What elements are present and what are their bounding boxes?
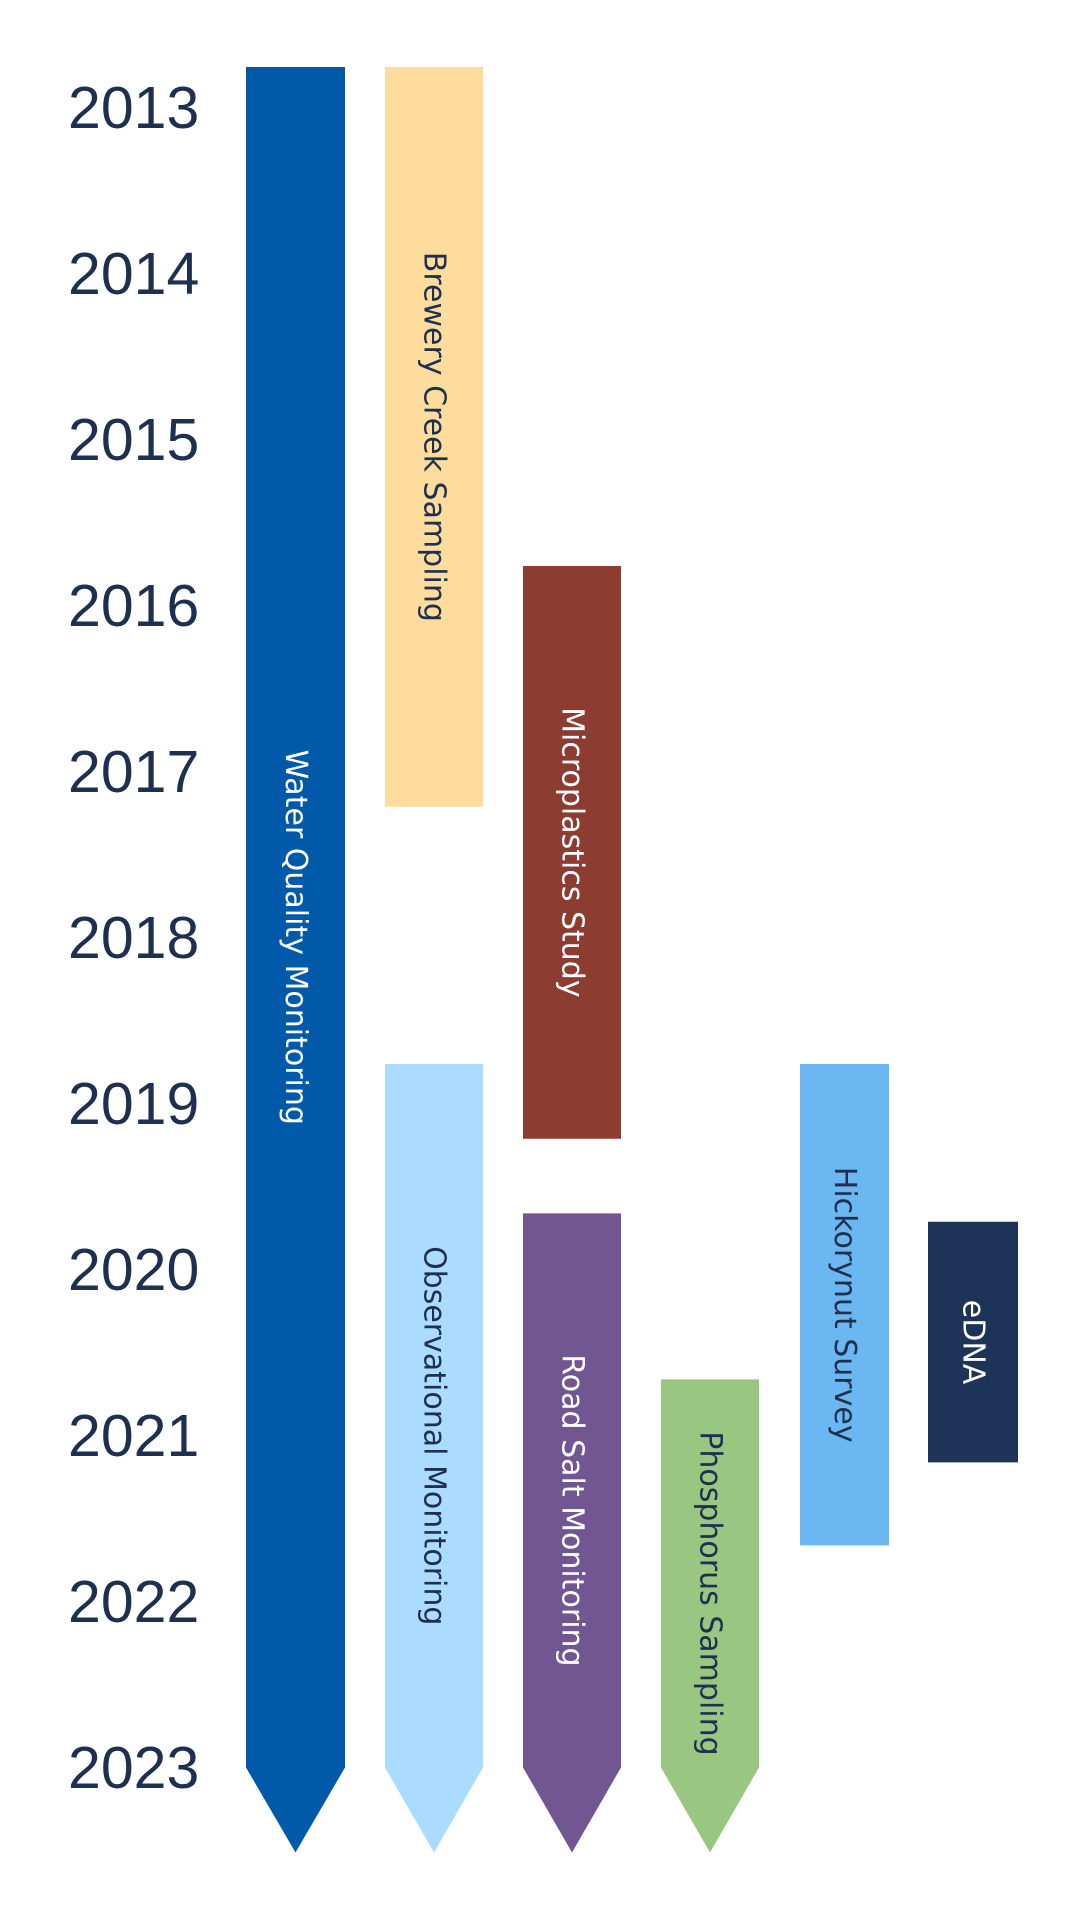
- project-bar-shape: [661, 1379, 759, 1853]
- year-label: 2018: [68, 905, 199, 971]
- year-label: 2023: [68, 1735, 199, 1801]
- project-bar-phosphorus-sampling: Phosphorus Sampling: [661, 1379, 759, 1853]
- project-label: Observational Monitoring: [417, 1246, 452, 1625]
- year-label: 2013: [68, 75, 199, 141]
- project-label: eDNA: [956, 1300, 991, 1385]
- project-bar-shape: [523, 566, 621, 1139]
- project-bar-brewery-creek-sampling: Brewery Creek Sampling: [385, 67, 483, 807]
- year-label: 2022: [68, 1569, 199, 1635]
- year-label: 2016: [68, 573, 199, 639]
- project-bar-microplastics-study: Microplastics Study: [523, 566, 621, 1139]
- project-bar-road-salt-monitoring: Road Salt Monitoring: [523, 1213, 621, 1853]
- project-bar-water-quality-monitoring: Water Quality Monitoring: [246, 67, 345, 1853]
- project-label: Phosphorus Sampling: [693, 1431, 728, 1755]
- year-label: 2015: [68, 407, 199, 473]
- year-label: 2014: [68, 241, 199, 307]
- project-label: Microplastics Study: [555, 707, 590, 998]
- project-bar-shape: [385, 1064, 483, 1853]
- project-bar-shape: [800, 1064, 889, 1546]
- project-bars: Water Quality Monitoring Brewery Creek Sa…: [246, 67, 1018, 1853]
- year-label: 2021: [68, 1403, 199, 1469]
- year-label: 2017: [68, 739, 199, 805]
- year-label: 2019: [68, 1071, 199, 1137]
- project-bar-shape: [246, 67, 345, 1853]
- project-bar-shape: [928, 1221, 1018, 1463]
- project-bar-hickorynut-survey: Hickorynut Survey: [800, 1064, 889, 1546]
- year-axis: 2013 2014 2015 2016 2017 2018 2019 2020 2021 2022…: [68, 75, 199, 1801]
- project-bar-shape: [385, 67, 483, 807]
- project-bar-edna: eDNA: [928, 1221, 1018, 1463]
- project-label: Road Salt Monitoring: [555, 1354, 590, 1666]
- project-label: Hickorynut Survey: [827, 1167, 862, 1443]
- year-label: 2020: [68, 1237, 199, 1303]
- project-label: Brewery Creek Sampling: [417, 252, 452, 622]
- project-label: Water Quality Monitoring: [278, 750, 313, 1125]
- project-bar-shape: [523, 1213, 621, 1853]
- project-bar-observational-monitoring: Observational Monitoring: [385, 1064, 483, 1853]
